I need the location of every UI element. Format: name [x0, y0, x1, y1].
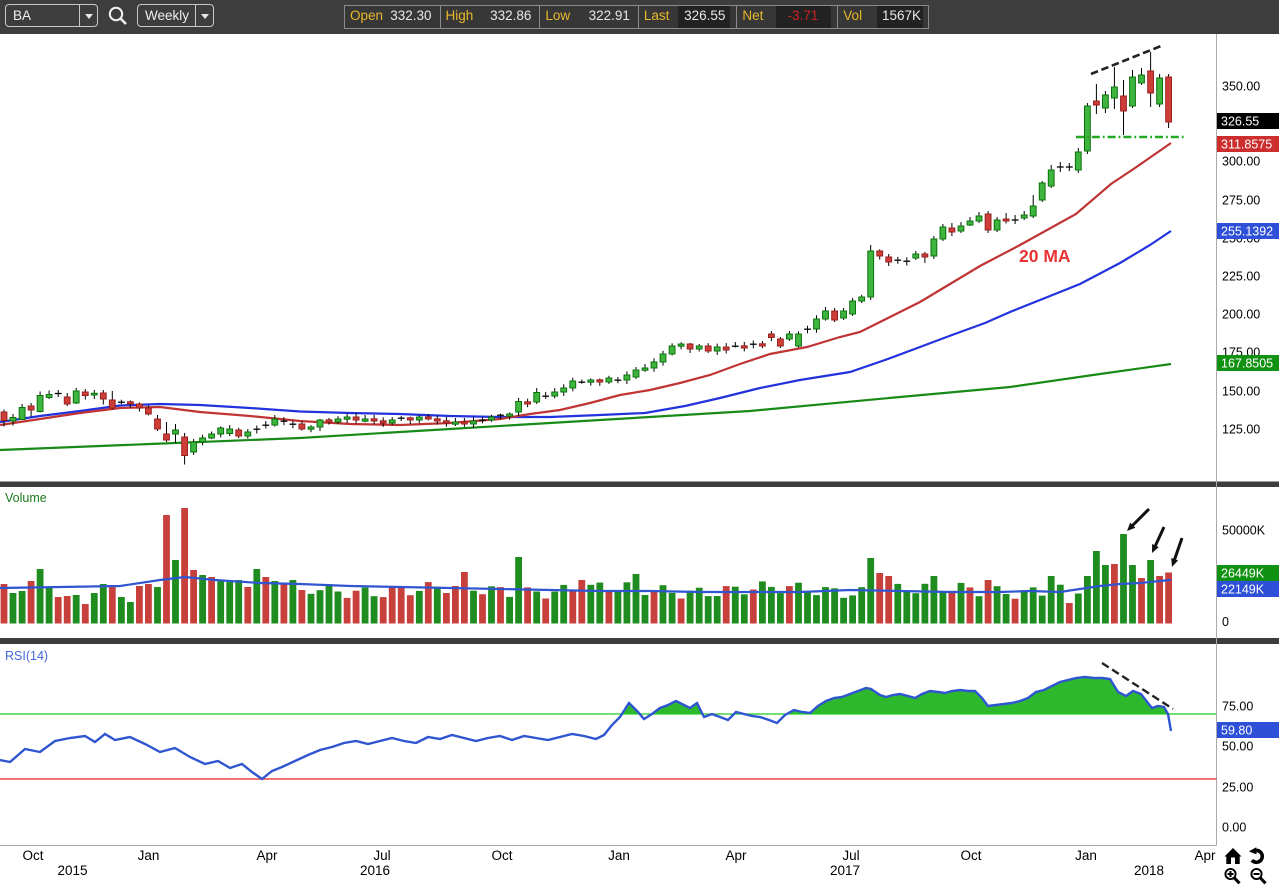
svg-text:Oct: Oct — [491, 848, 512, 863]
svg-text:59.80: 59.80 — [1221, 724, 1252, 738]
svg-text:Oct: Oct — [960, 848, 981, 863]
svg-text:255.1392: 255.1392 — [1221, 225, 1273, 239]
svg-text:Apr: Apr — [256, 848, 278, 863]
svg-text:2016: 2016 — [360, 863, 390, 878]
svg-text:22149K: 22149K — [1221, 583, 1265, 597]
svg-text:225.00: 225.00 — [1222, 270, 1260, 284]
svg-text:25.00: 25.00 — [1222, 781, 1253, 795]
svg-text:326.55: 326.55 — [1221, 115, 1259, 129]
svg-text:Jan: Jan — [138, 848, 160, 863]
svg-text:300.00: 300.00 — [1222, 155, 1260, 169]
svg-text:Jan: Jan — [1075, 848, 1097, 863]
svg-text:0: 0 — [1222, 615, 1229, 629]
svg-text:350.00: 350.00 — [1222, 80, 1260, 94]
svg-text:2015: 2015 — [57, 863, 87, 878]
svg-text:0.00: 0.00 — [1222, 821, 1246, 835]
svg-text:275.00: 275.00 — [1222, 194, 1260, 208]
svg-text:RSI(14): RSI(14) — [5, 649, 48, 663]
svg-text:125.00: 125.00 — [1222, 423, 1260, 437]
svg-text:50.00: 50.00 — [1222, 740, 1253, 754]
svg-text:Apr: Apr — [1194, 848, 1216, 863]
svg-text:2018: 2018 — [1134, 863, 1164, 878]
svg-text:Apr: Apr — [725, 848, 747, 863]
svg-text:Jul: Jul — [842, 848, 859, 863]
svg-text:Oct: Oct — [22, 848, 43, 863]
svg-text:311.8575: 311.8575 — [1221, 138, 1272, 152]
svg-text:75.00: 75.00 — [1222, 700, 1253, 714]
svg-text:150.00: 150.00 — [1222, 385, 1260, 399]
svg-text:167.8505: 167.8505 — [1221, 357, 1273, 371]
svg-text:50000K: 50000K — [1222, 524, 1266, 538]
svg-text:2017: 2017 — [830, 863, 860, 878]
svg-text:Volume: Volume — [5, 491, 47, 505]
svg-text:Jul: Jul — [373, 848, 390, 863]
svg-text:20 MA: 20 MA — [1019, 246, 1071, 266]
svg-text:Jan: Jan — [608, 848, 630, 863]
svg-text:26449K: 26449K — [1221, 567, 1265, 581]
svg-text:200.00: 200.00 — [1222, 308, 1260, 322]
